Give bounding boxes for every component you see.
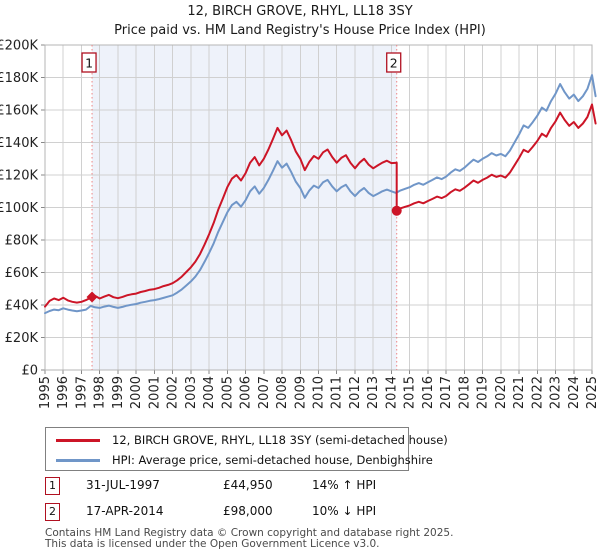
sale-hpi-delta: 10% ↓ HPI <box>312 504 377 518</box>
y-tick-label: £20K <box>5 331 39 346</box>
x-tick-label: 2008 <box>275 376 290 409</box>
y-tick-label: £60K <box>5 266 39 281</box>
x-tick-label: 2019 <box>476 376 491 409</box>
x-tick-label: 2001 <box>147 376 162 409</box>
y-tick-label: £200K <box>0 39 38 54</box>
sale-annotation-row-1: 1 31-JUL-1997 £44,950 14% ↑ HPI <box>45 477 465 497</box>
x-tick-label: 2018 <box>457 376 472 409</box>
x-tick-label: 2022 <box>530 376 545 409</box>
x-tick-label: 2015 <box>403 376 418 409</box>
x-tick-label: 2009 <box>293 376 308 409</box>
y-tick-label: £160K <box>0 104 38 119</box>
x-tick-label: 2025 <box>585 376 600 409</box>
sale-price: £44,950 <box>223 478 273 492</box>
y-tick-label: £100K <box>0 201 38 216</box>
x-tick-label: 2013 <box>366 376 381 409</box>
sale-date: 17-APR-2014 <box>86 504 164 518</box>
x-tick-label: 2000 <box>129 376 144 409</box>
x-tick-label: 1998 <box>93 376 108 409</box>
sale-hpi-delta: 14% ↑ HPI <box>312 478 377 492</box>
sale-marker <box>86 291 98 303</box>
price-paid-line <box>44 103 597 308</box>
sale-annotation-row-2: 2 17-APR-2014 £98,000 10% ↓ HPI <box>45 503 465 523</box>
x-tick-label: 1997 <box>74 376 89 409</box>
x-tick-label: 2010 <box>312 376 327 409</box>
x-tick-label: 2002 <box>166 376 181 409</box>
sale-number-badge: 1 <box>45 477 60 495</box>
legend-label: 12, BIRCH GROVE, RHYL, LL18 3SY (semi-de… <box>112 433 448 447</box>
x-tick-label: 2021 <box>512 376 527 409</box>
x-tick-label: 2005 <box>220 376 235 409</box>
x-tick-label: 2006 <box>239 376 254 409</box>
x-tick-label: 2024 <box>567 376 582 409</box>
y-tick-label: £80K <box>5 234 39 249</box>
x-tick-label: 2004 <box>202 376 217 409</box>
y-tick-label: £180K <box>0 71 38 86</box>
legend-item-price-paid: 12, BIRCH GROVE, RHYL, LL18 3SY (semi-de… <box>46 430 448 450</box>
x-tick-label: 2012 <box>348 376 363 409</box>
sale-price: £98,000 <box>223 504 273 518</box>
legend-label: HPI: Average price, semi-detached house,… <box>112 453 433 467</box>
sale-number-label: 2 <box>390 56 398 71</box>
x-tick-label: 2020 <box>494 376 509 409</box>
sale-marker <box>391 205 402 216</box>
y-tick-label: £140K <box>0 136 38 151</box>
x-tick-label: 2003 <box>184 376 199 409</box>
x-tick-label: 2017 <box>439 376 454 409</box>
y-tick-label: £120K <box>0 169 38 184</box>
hpi-line-swatch <box>56 458 100 462</box>
page-subtitle: Price paid vs. HM Land Registry's House … <box>114 23 486 38</box>
x-tick-label: 2016 <box>421 376 436 409</box>
plot-border <box>44 44 593 371</box>
sale-number-badge: 2 <box>45 503 60 521</box>
page-title: 12, BIRCH GROVE, RHYL, LL18 3SY <box>187 4 413 19</box>
y-tick-label: £0 <box>21 364 38 379</box>
x-tick-label: 1996 <box>56 376 71 409</box>
sale-number-label: 1 <box>85 56 93 71</box>
price-paid-line-swatch <box>56 438 100 442</box>
price-chart: 1995 1996 1997 1998 1999 2000 2001 2002 2003 2004… <box>0 39 600 410</box>
hpi-line <box>44 74 597 315</box>
sale-date: 31-JUL-1997 <box>86 478 160 492</box>
sale-number-box <box>81 52 97 73</box>
legend-item-hpi: HPI: Average price, semi-detached house,… <box>46 450 433 470</box>
x-tick-label: 2011 <box>330 376 345 409</box>
x-tick-label: 2023 <box>549 376 564 409</box>
x-tick-label: 2014 <box>384 376 399 409</box>
x-tick-label: 1999 <box>111 376 126 409</box>
x-tick-label: 1995 <box>38 376 53 409</box>
x-tick-label: 2007 <box>257 376 272 409</box>
copyright-line: Contains HM Land Registry data © Crown c… <box>45 527 454 539</box>
sale-number-box <box>386 52 402 73</box>
licence-line: This data is licensed under the Open Gov… <box>45 538 380 550</box>
y-tick-label: £40K <box>5 299 39 314</box>
chart-legend: 12, BIRCH GROVE, RHYL, LL18 3SY (semi-de… <box>45 427 448 471</box>
